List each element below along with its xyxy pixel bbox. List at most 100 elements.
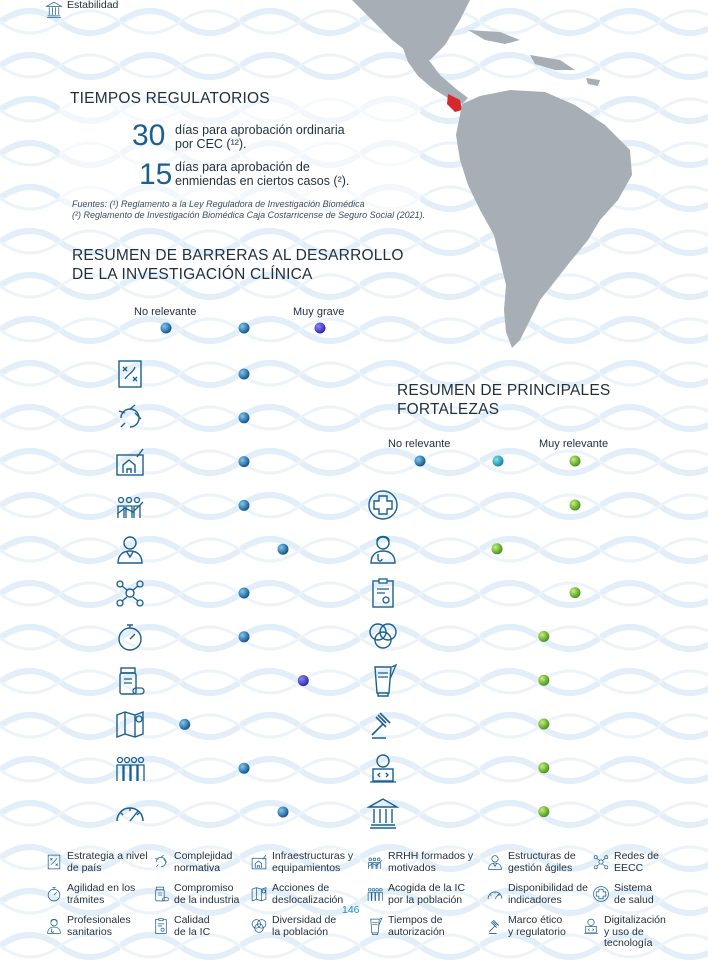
strength-value-dot — [538, 718, 550, 730]
institution-icon — [366, 797, 400, 829]
page-number: 146 — [342, 904, 360, 916]
legend-label: Disponibilidad de indicadores — [508, 882, 588, 906]
fuentes: Fuentes: (¹) Reglamento a la Ley Regulad… — [72, 199, 426, 220]
barrier-row-icon — [113, 488, 147, 522]
legend-label: Sistema de salud — [614, 882, 654, 906]
tiempo-15-text: días para aprobación de enmiendas en cier… — [175, 160, 350, 188]
barrier-row-icon — [113, 664, 147, 698]
barrier-value-dot — [238, 499, 250, 511]
population-icon — [116, 757, 145, 782]
barrier-value-dot — [179, 718, 191, 730]
barrier-value-dot — [277, 543, 289, 555]
legend-label: Redes de EECC — [614, 850, 659, 874]
hr-icon — [116, 497, 144, 519]
barrier-row-icon — [113, 576, 147, 610]
barrier-row-icon — [113, 620, 147, 654]
infrastructure-icon — [251, 854, 267, 870]
health-cross-icon — [368, 490, 398, 520]
hr-icon — [367, 857, 383, 869]
tiempo-30-number: 30 — [132, 119, 166, 152]
manager-icon — [117, 536, 143, 564]
legend-icon — [486, 917, 504, 935]
strength-row-icon — [366, 663, 400, 697]
barrier-value-dot — [238, 368, 250, 380]
strength-scale-dot-high — [569, 455, 581, 467]
gauge-icon — [487, 891, 503, 899]
gavel-icon — [488, 919, 500, 934]
fortalezas-scale-low: No relevante — [388, 438, 451, 450]
barrier-row-icon — [113, 532, 147, 566]
tiempo-15-number: 15 — [139, 158, 173, 191]
barrier-row-icon — [113, 707, 147, 741]
strength-scale-dot-mid — [492, 455, 504, 467]
strength-value-dot — [538, 630, 550, 642]
strength-value-dot — [538, 806, 550, 818]
strength-row-icon — [366, 619, 400, 653]
barrier-value-dot — [297, 675, 309, 687]
legend-icon — [486, 885, 504, 903]
legend-label: Infraestructuras y equipamientos — [272, 850, 354, 874]
infrastructure-icon — [116, 448, 144, 476]
legend-label: Profesionales sanitarios — [67, 914, 131, 938]
strategy-icon — [47, 854, 61, 870]
barrier-value-dot — [238, 412, 250, 424]
strength-row-icon — [366, 751, 400, 785]
legend-icon — [45, 0, 63, 18]
strength-row-icon — [366, 532, 400, 566]
strength-value-dot — [491, 543, 503, 555]
scale-dot-low — [160, 322, 172, 334]
barrier-row-icon — [113, 751, 147, 785]
strength-value-dot — [538, 762, 550, 774]
legend-icon — [592, 885, 610, 903]
legend-label: RRHH formados y motivados — [388, 850, 474, 874]
tiempo-30-text: días para aprobación ordinaria por CEC (¹… — [175, 123, 345, 151]
legend-icon — [250, 885, 268, 903]
legend-label: Complejidad normativa — [174, 850, 233, 874]
network-icon — [593, 855, 609, 870]
legend-icon — [152, 917, 170, 935]
strength-row-icon — [366, 795, 400, 829]
legend-icon — [250, 917, 268, 935]
legend-label: Tiempos de autorización — [388, 914, 445, 938]
legend-icon — [366, 885, 384, 903]
population-icon — [367, 888, 383, 901]
strength-value-dot — [569, 587, 581, 599]
barrier-value-dot — [238, 631, 250, 643]
barrier-row-icon — [113, 795, 147, 829]
barreras-title: RESUMEN DE BARRERAS AL DESARROLLO DE LA I… — [72, 247, 404, 283]
barrier-value-dot — [238, 587, 250, 599]
legend-label: Estrategia a nivel de país — [67, 850, 148, 874]
legend-icon — [45, 917, 63, 935]
legend-icon — [592, 853, 610, 871]
certificate-icon — [372, 577, 394, 608]
complexity-icon — [118, 404, 142, 428]
barrier-row-icon — [113, 357, 147, 391]
gauge-icon — [116, 807, 144, 822]
americas-map — [352, 0, 632, 348]
barreras-scale-high: Muy grave — [293, 306, 345, 318]
legend-label: Agilidad en los trámites — [67, 882, 136, 906]
medicine-icon — [155, 886, 169, 902]
legend-label: Acciones de deslocalización — [272, 882, 344, 906]
certificate-icon — [155, 918, 167, 934]
digital-icon — [584, 918, 598, 934]
barrier-row-icon — [113, 445, 147, 479]
legend-icon — [45, 885, 63, 903]
strategy-icon — [118, 360, 142, 388]
legend-icon — [366, 853, 384, 871]
legend-label: Estructuras de gestión ágiles — [508, 850, 576, 874]
strength-scale-dot-low — [414, 455, 426, 467]
barrier-value-dot — [238, 762, 250, 774]
legend-icon — [152, 853, 170, 871]
institution-icon — [45, 1, 63, 18]
digital-icon — [370, 754, 396, 783]
fortalezas-scale-high: Muy relevante — [539, 438, 609, 450]
scale-dot-high — [314, 322, 326, 334]
legend-label: Marco ético y regulatorio — [508, 914, 566, 938]
legend-label: Estabilidad — [67, 0, 119, 11]
legend-label: Digitalización y uso de tecnología — [604, 914, 666, 949]
sign-document-icon — [370, 917, 383, 935]
map-icon — [251, 887, 267, 902]
strength-value-dot — [538, 674, 550, 686]
